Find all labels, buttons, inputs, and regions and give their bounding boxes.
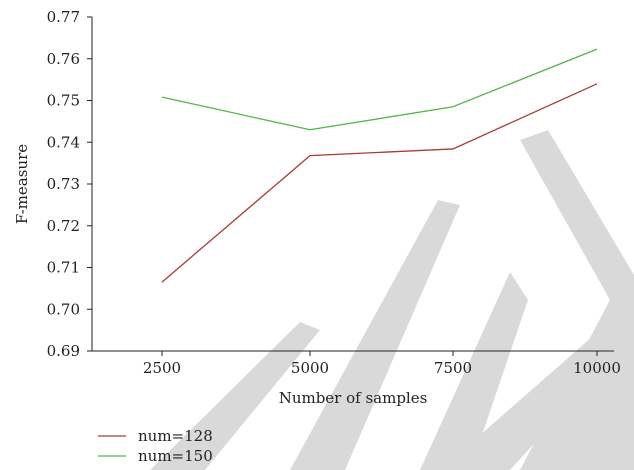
legend-label: num=150 [138, 447, 213, 465]
y-tick-label: 0.72 [47, 217, 80, 235]
y-tick-label: 0.73 [47, 175, 80, 193]
x-tick-label: 5000 [291, 359, 329, 377]
watermark-stripe-2 [290, 200, 460, 470]
legend: num=128 num=150 [98, 427, 213, 465]
y-tick-label: 0.74 [47, 133, 80, 151]
watermark-stripe-5 [520, 130, 634, 470]
legend-label: num=128 [138, 427, 213, 445]
y-tick-label: 0.71 [47, 259, 80, 277]
x-tick-label: 2500 [143, 359, 181, 377]
y-axis-title: F-measure [13, 144, 31, 224]
x-axis-title: Number of samples [279, 389, 428, 407]
series-lines [161, 48, 598, 283]
watermark-stripe-4 [440, 330, 620, 470]
y-axis-ticks: 0.69 0.70 0.71 0.72 0.73 0.74 0.75 0.76 0.77 [47, 8, 92, 360]
y-tick-label: 0.69 [47, 342, 80, 360]
watermark [150, 130, 634, 470]
y-tick-label: 0.77 [47, 8, 80, 26]
x-axis-ticks: 2500 5000 7500 10000 [143, 351, 621, 377]
x-tick-label: 10000 [573, 359, 621, 377]
y-tick-label: 0.75 [47, 92, 80, 110]
watermark-stripe-1 [150, 322, 320, 470]
y-tick-label: 0.70 [47, 300, 80, 318]
series-line-num-150 [161, 48, 598, 131]
series-line-num-128 [161, 83, 598, 283]
x-tick-label: 7500 [434, 359, 472, 377]
y-tick-label: 0.76 [47, 50, 80, 68]
watermark-stripe-3 [420, 272, 528, 470]
